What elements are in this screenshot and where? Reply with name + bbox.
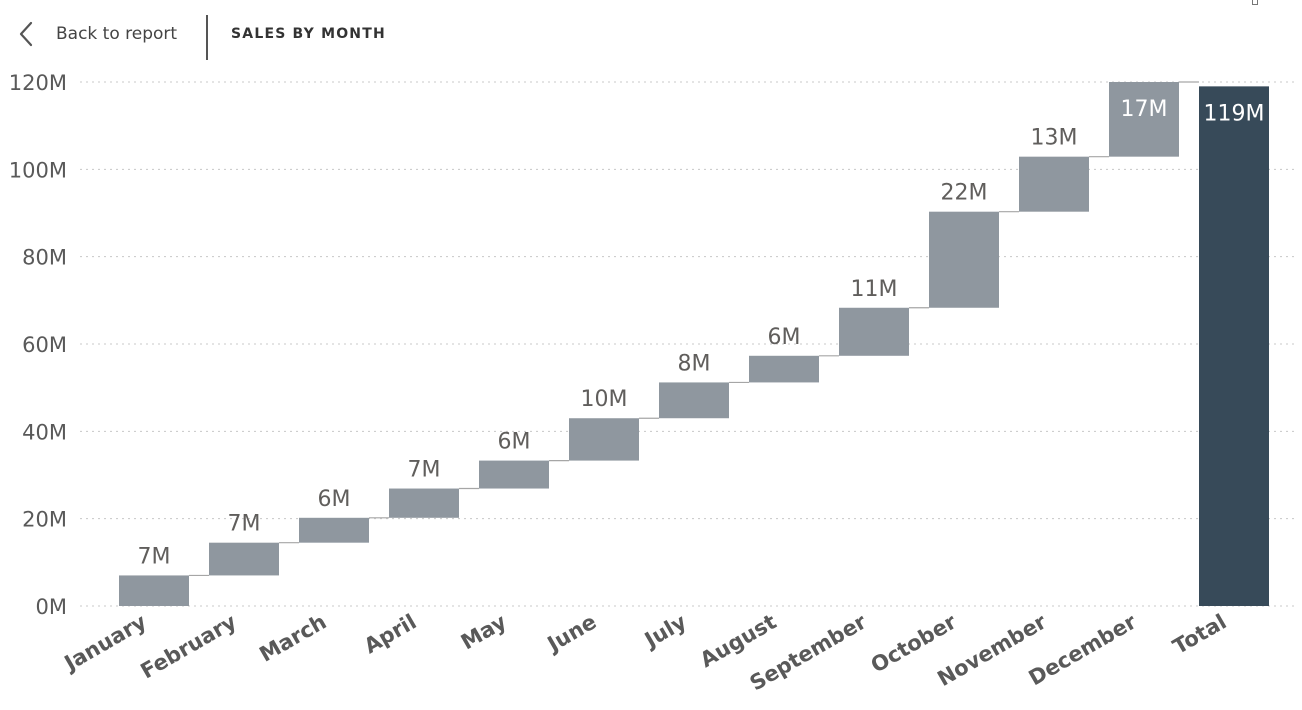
- increase-bar: [119, 575, 189, 606]
- data-label: 6M: [318, 487, 351, 512]
- back-to-report-button[interactable]: Back to report: [18, 16, 177, 52]
- increase-bar: [1109, 82, 1179, 157]
- header: Back to report SALES BY MONTH: [0, 0, 1302, 64]
- y-tick-label: 0M: [36, 595, 67, 619]
- data-label: 119M: [1204, 101, 1265, 126]
- data-label: 13M: [1031, 126, 1078, 151]
- y-tick-label: 80M: [22, 246, 67, 270]
- y-tick-label: 120M: [9, 71, 67, 95]
- y-tick-label: 100M: [9, 158, 67, 182]
- increase-bar: [929, 211, 999, 308]
- y-tick-label: 40M: [22, 420, 67, 444]
- increase-bar: [479, 460, 549, 489]
- data-label: 7M: [138, 544, 171, 569]
- data-label: 7M: [228, 512, 261, 537]
- x-tick-label: June: [542, 610, 601, 658]
- data-label: 17M: [1121, 97, 1168, 122]
- x-tick-label: Total: [1169, 610, 1231, 659]
- increase-bar: [1019, 156, 1089, 212]
- increase-bar: [209, 542, 279, 576]
- increase-bar: [839, 307, 909, 356]
- header-divider: [206, 15, 208, 60]
- x-tick-label: May: [457, 609, 511, 654]
- x-tick-label: January: [59, 609, 151, 676]
- corner-mark: [1252, 0, 1258, 5]
- increase-bar: [299, 517, 369, 543]
- data-label: 6M: [768, 325, 801, 350]
- x-tick-label: July: [639, 609, 691, 653]
- data-label: 22M: [941, 181, 988, 206]
- total-bar: [1199, 86, 1269, 606]
- increase-bar: [659, 382, 729, 419]
- x-tick-label: April: [360, 610, 421, 659]
- x-tick-label: March: [255, 610, 330, 667]
- data-label: 11M: [851, 277, 898, 302]
- increase-bar: [389, 488, 459, 518]
- data-label: 10M: [581, 387, 628, 412]
- chevron-left-icon: [18, 21, 34, 47]
- x-tick-label: February: [136, 609, 240, 683]
- page-title: SALES BY MONTH: [231, 26, 386, 42]
- increase-bar: [749, 355, 819, 383]
- data-label: 8M: [678, 351, 711, 376]
- y-tick-label: 20M: [22, 508, 67, 532]
- data-label: 7M: [408, 458, 441, 483]
- back-to-report-label: Back to report: [56, 24, 178, 44]
- data-label: 6M: [498, 430, 531, 455]
- y-tick-label: 60M: [22, 333, 67, 357]
- increase-bar: [569, 418, 639, 461]
